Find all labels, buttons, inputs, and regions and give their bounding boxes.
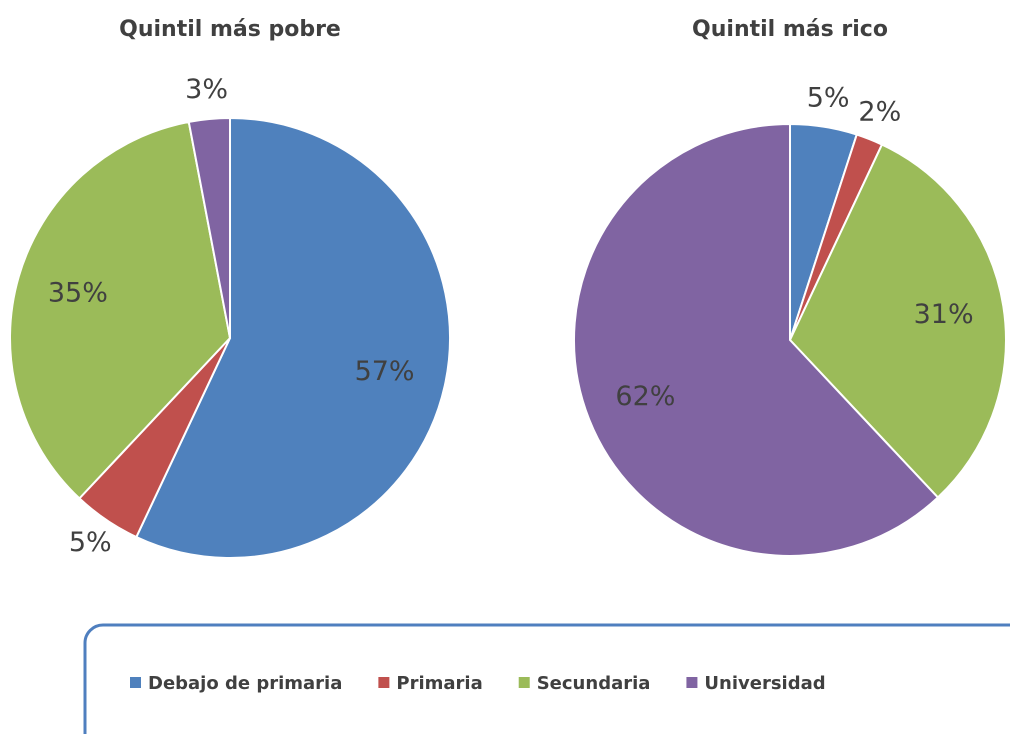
legend-label: Universidad — [704, 673, 825, 694]
legend-label: Primaria — [396, 673, 482, 694]
chart-title: Quintil más pobre — [119, 17, 341, 42]
data-label: 2% — [858, 97, 901, 128]
legend-swatch — [130, 677, 141, 688]
legend-label: Secundaria — [537, 673, 651, 694]
data-label: 5% — [69, 527, 112, 558]
data-label: 3% — [185, 74, 228, 105]
data-label: 35% — [48, 277, 108, 308]
data-label: 5% — [807, 82, 850, 113]
pie-slice — [187, 116, 231, 339]
legend-box — [83, 623, 1010, 734]
data-label: 57% — [355, 356, 415, 387]
pie-slice — [788, 143, 1007, 499]
data-label: 62% — [615, 381, 675, 412]
legend-swatch — [378, 677, 390, 688]
pie-slice — [9, 120, 232, 500]
legend-swatch — [686, 677, 698, 688]
pie-slice — [134, 116, 451, 559]
chart-title: Quintil más rico — [692, 17, 888, 42]
legend-swatch — [518, 677, 530, 688]
data-label: 31% — [914, 299, 974, 330]
pie-slice — [573, 122, 940, 557]
legend-label: Debajo de primaria — [148, 673, 342, 694]
